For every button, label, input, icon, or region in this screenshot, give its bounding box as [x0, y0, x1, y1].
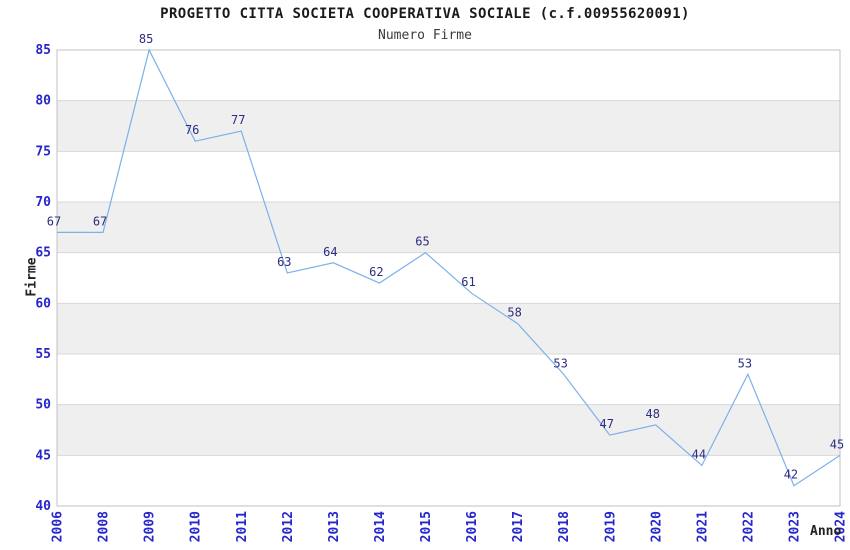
- point-label: 58: [507, 306, 521, 320]
- x-tick-label: 2014: [373, 511, 388, 542]
- x-tick-label: 2016: [465, 511, 480, 542]
- grid-band: [57, 202, 840, 253]
- point-label: 63: [277, 255, 291, 269]
- y-axis-title: Firme: [24, 257, 40, 297]
- x-tick-label: 2024: [834, 511, 849, 542]
- y-tick-label: 65: [35, 246, 51, 261]
- x-tick-label: 2019: [603, 511, 618, 542]
- point-label: 67: [47, 214, 61, 228]
- point-label: 67: [93, 214, 107, 228]
- point-label: 42: [784, 468, 798, 482]
- y-tick-label: 40: [35, 499, 51, 514]
- point-label: 64: [323, 245, 337, 259]
- y-tick-label: 60: [35, 296, 51, 311]
- grid-band: [57, 303, 840, 354]
- grid-band: [57, 404, 840, 456]
- grid-band: [57, 354, 840, 405]
- y-tick-label: 75: [35, 144, 51, 159]
- y-tick-label: 80: [35, 94, 51, 109]
- point-label: 61: [461, 275, 475, 289]
- x-tick-label: 2018: [557, 511, 572, 542]
- grid-band: [57, 252, 840, 304]
- grid-band: [57, 100, 840, 152]
- point-label: 76: [185, 123, 199, 137]
- x-tick-label: 2011: [235, 511, 250, 542]
- y-tick-label: 70: [35, 195, 51, 210]
- grid-band: [57, 455, 840, 506]
- chart-subtitle: Numero Firme: [378, 28, 472, 43]
- y-tick-label: 85: [35, 43, 51, 58]
- x-tick-label: 2023: [787, 511, 802, 542]
- x-tick-label: 2010: [189, 511, 204, 542]
- point-label: 85: [139, 32, 153, 46]
- x-tick-label: 2012: [281, 511, 296, 542]
- x-tick-label: 2008: [97, 511, 112, 542]
- x-tick-label: 2021: [695, 511, 710, 542]
- point-label: 48: [646, 407, 660, 421]
- line-series: [57, 48, 841, 487]
- x-tick-label: 2006: [51, 511, 66, 542]
- point-label: 53: [553, 356, 567, 370]
- point-label: 77: [231, 113, 245, 127]
- x-tick-label: 2020: [649, 511, 664, 542]
- plot-border: [56, 49, 841, 507]
- grid-band: [57, 50, 840, 101]
- point-label: 47: [599, 417, 613, 431]
- x-tick-label: 2022: [741, 511, 756, 542]
- chart-title: PROGETTO CITTA SOCIETA COOPERATIVA SOCIA…: [160, 6, 690, 22]
- x-tick-label: 2015: [419, 511, 434, 542]
- point-label: 53: [738, 356, 752, 370]
- grid-band: [57, 151, 840, 202]
- x-axis-title: Anno: [810, 524, 842, 539]
- y-tick-label: 55: [35, 347, 51, 362]
- x-tick-label: 2013: [327, 511, 342, 542]
- point-label: 62: [369, 265, 383, 279]
- point-label: 45: [830, 437, 844, 451]
- x-tick-label: 2017: [511, 511, 526, 542]
- y-tick-label: 50: [35, 398, 51, 413]
- point-label: 65: [415, 235, 429, 249]
- point-label: 44: [692, 447, 706, 461]
- y-tick-label: 45: [35, 448, 51, 463]
- x-tick-label: 2009: [143, 511, 158, 542]
